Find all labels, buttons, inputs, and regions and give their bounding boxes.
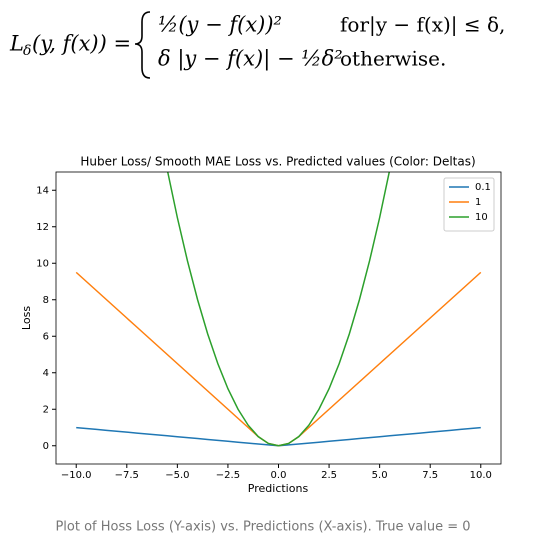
y-tick-label: 12 [36, 222, 49, 233]
case2-cond: otherwise. [340, 47, 446, 71]
legend-label: 10 [475, 212, 488, 223]
case2-expr: δ |y − f(x)| − ½δ² [158, 47, 343, 72]
case1-expr: ½(y − f(x))² [158, 13, 282, 37]
plot-frame [55, 171, 502, 465]
y-tick-label: 14 [36, 185, 49, 196]
brace [134, 11, 151, 79]
series-line [76, 426, 481, 447]
y-tick-label: 4 [43, 368, 49, 379]
x-tick-label: 5.0 [372, 470, 388, 481]
case1-cond: for|y − f(x)| ≤ δ, [340, 13, 505, 38]
y-tick-label: 2 [43, 404, 49, 415]
caption: Plot of Hoss Loss (Y-axis) vs. Predictio… [55, 520, 470, 535]
x-tick-label: −5.0 [165, 470, 189, 481]
x-tick-label: −2.5 [216, 470, 240, 481]
formula-lhs-sub: δ [23, 43, 31, 59]
x-tick-label: 7.5 [422, 470, 438, 481]
y-tick-label: 10 [36, 258, 49, 269]
formula-lhs-rest: (y, f(x)) = [32, 32, 131, 56]
y-tick-label: 8 [43, 295, 49, 306]
x-tick-label: 0.0 [271, 470, 287, 481]
formula-lhs: L [9, 32, 24, 56]
y-tick-label: 0 [43, 441, 49, 452]
x-tick-label: 10.0 [470, 470, 492, 481]
legend-label: 0.1 [475, 182, 491, 193]
chart-title: Huber Loss/ Smooth MAE Loss vs. Predicte… [80, 155, 475, 169]
x-tick-label: 2.5 [321, 470, 337, 481]
x-tick-label: −10.0 [61, 470, 92, 481]
series-line [75, 271, 482, 447]
x-axis-label: Predictions [248, 482, 309, 495]
x-tick-label: −7.5 [115, 470, 139, 481]
series-line [166, 172, 391, 447]
y-axis-label: Loss [20, 306, 33, 330]
y-tick-label: 6 [43, 331, 49, 342]
legend-label: 1 [475, 197, 481, 208]
